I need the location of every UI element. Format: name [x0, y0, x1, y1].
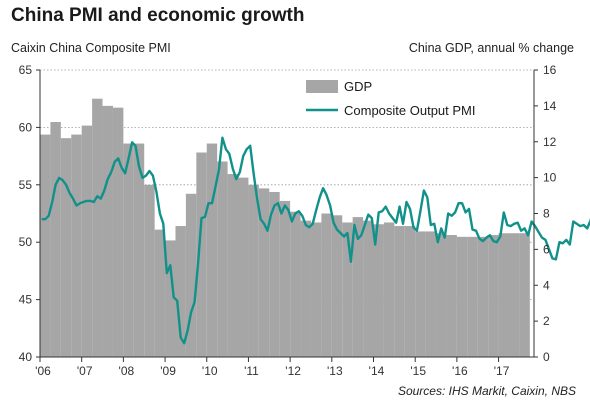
legend-label-gdp: GDP — [344, 79, 372, 94]
left-tick-label: 55 — [19, 178, 33, 192]
gdp-bar — [238, 177, 249, 357]
gdp-bar — [519, 233, 530, 357]
gdp-bar — [300, 220, 311, 357]
x-tick-label: '12 — [285, 364, 301, 378]
left-tick-label: 60 — [19, 120, 33, 134]
x-tick-label: '17 — [494, 364, 510, 378]
legend-swatch-gdp — [306, 80, 338, 93]
gdp-bar — [102, 105, 113, 357]
right-tick-label: 14 — [543, 99, 557, 113]
right-tick-label: 2 — [543, 314, 550, 328]
right-tick-label: 8 — [543, 207, 550, 221]
gdp-bar — [290, 211, 301, 357]
gdp-bar — [196, 152, 207, 357]
gdp-bar — [175, 226, 186, 357]
gdp-bar — [92, 98, 103, 357]
right-tick-label: 10 — [543, 171, 557, 185]
gdp-bar — [40, 134, 51, 357]
left-tick-label: 45 — [19, 293, 33, 307]
pmi-line — [41, 136, 590, 345]
gdp-bar — [269, 191, 280, 357]
gdp-bar — [165, 240, 176, 357]
x-tick-label: '15 — [410, 364, 426, 378]
gdp-bar — [185, 193, 197, 357]
gdp-bar — [488, 235, 499, 357]
gdp-bar — [373, 224, 384, 357]
legend: GDP Composite Output PMI — [306, 79, 476, 118]
gdp-bar — [279, 200, 291, 357]
gdp-bar — [310, 222, 322, 357]
x-tick-label: '08 — [119, 364, 135, 378]
gdp-bar — [498, 233, 509, 357]
gdp-bar — [404, 226, 416, 357]
gdp-bars — [40, 98, 530, 357]
gdp-bar — [363, 220, 374, 357]
axes: 40 45 50 55 60 65 0 2 4 6 8 10 12 14 16 '06 '07 '08 '09 '10… — [19, 63, 557, 378]
gdp-bar — [154, 229, 166, 357]
gdp-bar — [352, 217, 364, 357]
x-tick-label: '06 — [35, 364, 51, 378]
x-tick-label: '14 — [369, 364, 385, 378]
gdp-bar — [133, 143, 145, 357]
gdp-bar — [217, 161, 228, 357]
gdp-bar — [71, 134, 82, 357]
right-axis-label: China GDP, annual % change — [408, 41, 574, 55]
gdp-bar — [342, 222, 353, 357]
right-tick-label: 4 — [543, 278, 550, 292]
gdp-bar — [508, 233, 520, 357]
gdp-bar — [331, 215, 343, 357]
gdp-bar — [394, 226, 405, 357]
left-tick-label: 65 — [19, 63, 33, 77]
left-tick-label: 40 — [19, 350, 33, 364]
gdp-bar — [258, 188, 270, 357]
gdp-bar — [477, 236, 489, 357]
gdp-bar — [456, 236, 468, 357]
pmi-line-layer — [41, 136, 590, 345]
right-tick-label: 12 — [543, 135, 557, 149]
right-tick-label: 16 — [543, 63, 557, 77]
source-note: Sources: IHS Markit, Caixin, NBS — [397, 384, 576, 398]
gdp-bar — [60, 138, 72, 357]
x-tick-label: '07 — [77, 364, 93, 378]
gdp-bar — [321, 213, 332, 357]
x-tick-label: '16 — [452, 364, 468, 378]
gdp-bar — [50, 122, 61, 357]
x-tick-label: '13 — [327, 364, 343, 378]
gdp-bar — [81, 125, 93, 357]
right-tick-label: 0 — [543, 350, 550, 364]
gdp-bar — [206, 143, 218, 357]
chart-title: China PMI and economic growth — [11, 5, 305, 26]
gdp-bar — [446, 235, 457, 357]
x-tick-label: '11 — [244, 364, 259, 378]
gdp-bar — [383, 222, 395, 357]
legend-label-pmi: Composite Output PMI — [344, 103, 476, 118]
gdp-bar — [467, 236, 478, 357]
gdp-bar — [425, 231, 437, 357]
gdp-bar — [112, 107, 124, 357]
right-tick-label: 6 — [543, 242, 550, 256]
x-tick-label: '10 — [202, 364, 218, 378]
left-axis-label: Caixin China Composite PMI — [11, 41, 171, 55]
gdp-bar — [248, 184, 259, 357]
gdp-bar — [123, 143, 134, 357]
gdp-bar — [144, 184, 155, 357]
gdp-bar — [227, 174, 239, 357]
gdp-bar — [415, 231, 426, 357]
left-tick-label: 50 — [19, 235, 33, 249]
gdp-bar — [436, 233, 447, 357]
x-tick-label: '09 — [160, 364, 176, 378]
